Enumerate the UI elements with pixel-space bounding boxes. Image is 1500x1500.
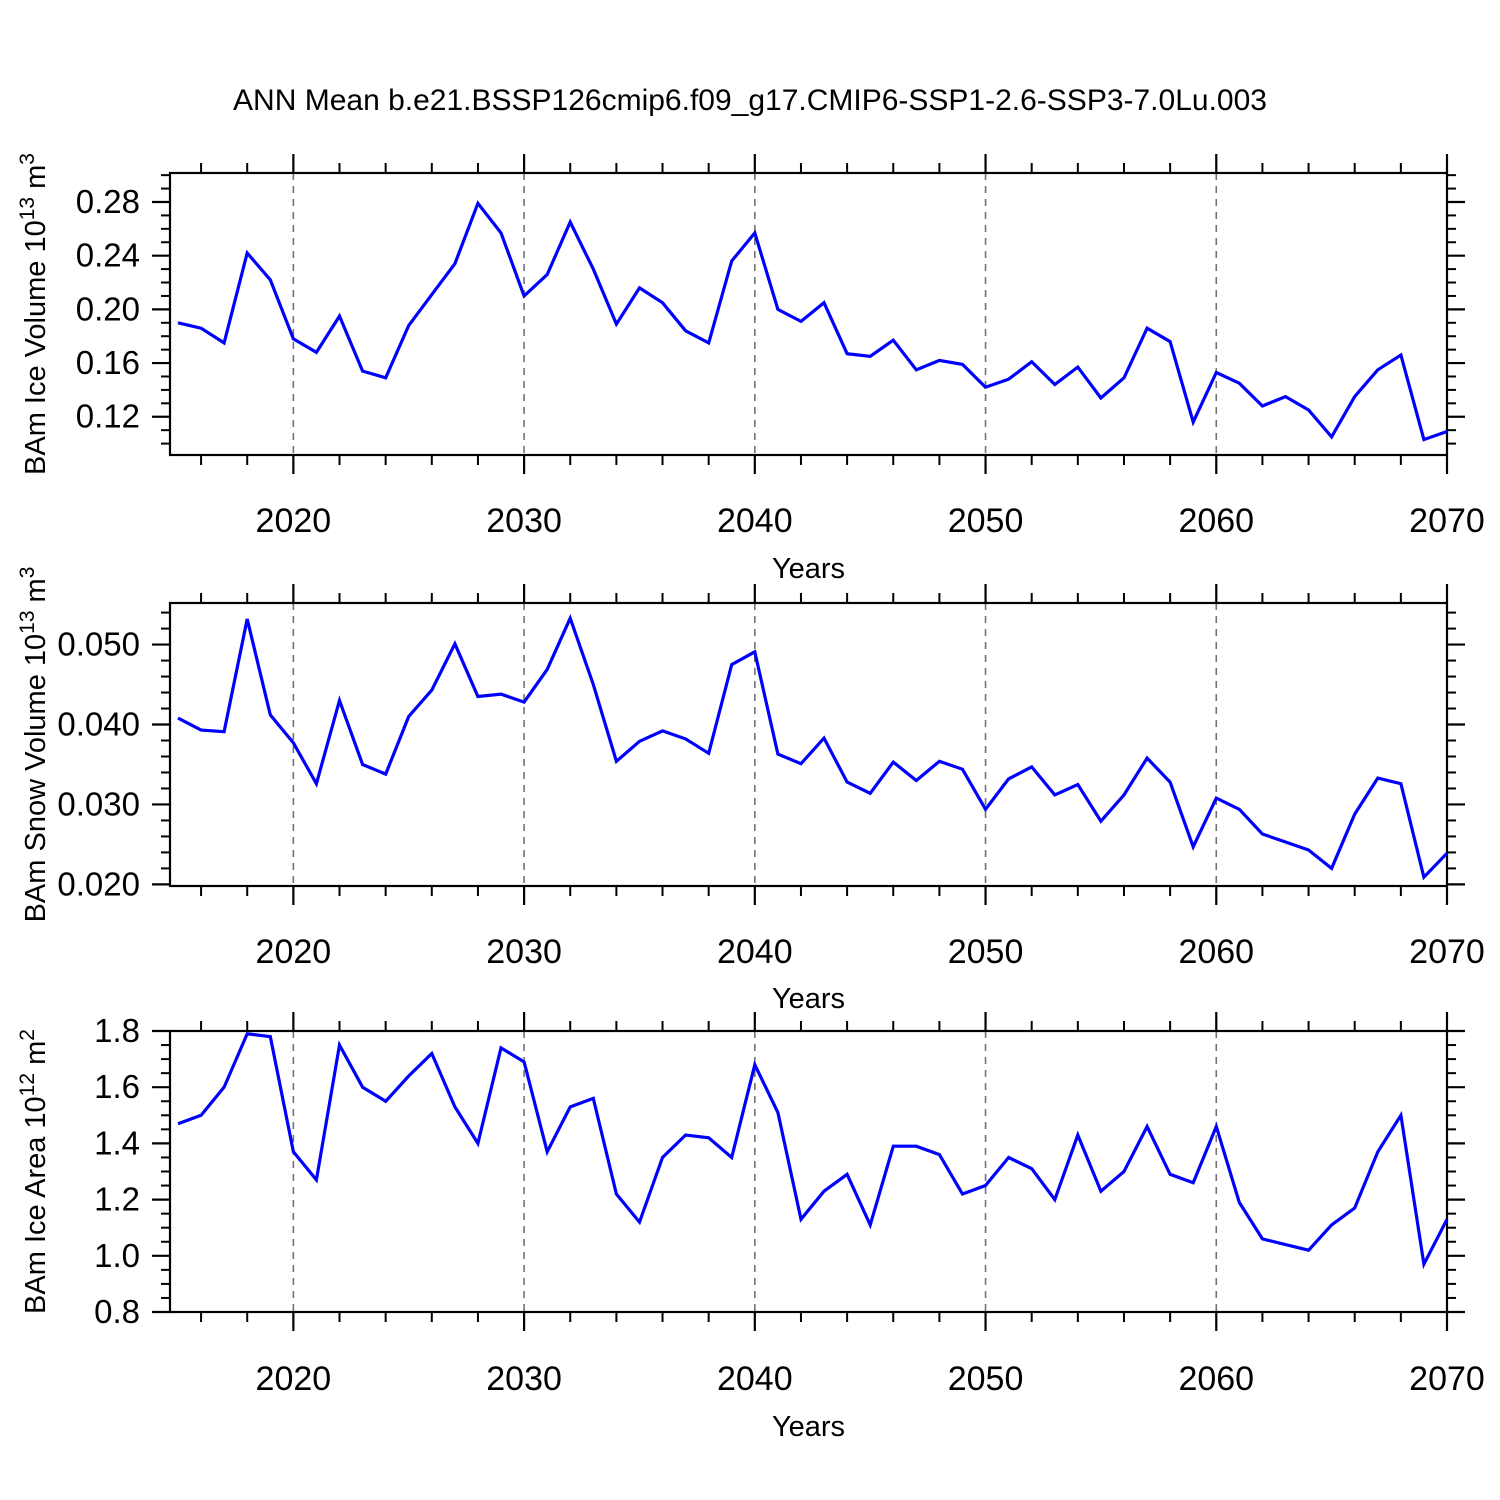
x-axis-title: Years	[772, 553, 845, 585]
x-tick-label: 2050	[948, 502, 1024, 540]
y-axis-title: BAm Ice Area 1012 m2	[16, 1029, 52, 1314]
panel-border	[168, 1029, 1449, 1314]
y-tick-label: 0.20	[76, 290, 140, 327]
y-tick-label: 0.050	[57, 626, 140, 663]
x-tick-label: 2040	[717, 502, 793, 540]
y-tick-label: 0.12	[76, 398, 140, 435]
y-tick-label: 0.28	[76, 183, 140, 220]
x-tick-label: 2040	[717, 933, 793, 971]
x-tick-label: 2030	[486, 1360, 562, 1398]
series-line-bam-ice-area	[177, 1032, 1449, 1270]
x-tick-label: 2020	[256, 933, 332, 971]
x-tick-label: 2060	[1178, 933, 1254, 971]
panel-border	[168, 601, 1449, 888]
x-tick-label: 2020	[256, 1360, 332, 1398]
x-tick-label: 2070	[1409, 502, 1485, 540]
series-line-bam-ice-volume	[177, 200, 1448, 442]
x-tick-label: 2040	[717, 1360, 793, 1398]
y-tick-label: 1.0	[94, 1237, 140, 1274]
x-tick-label: 2050	[948, 1360, 1024, 1398]
panel-bam-ice-volume: 0.28 0.24 0.20 0.16 0.12 2020 2030 2040 2050 2060…	[16, 153, 1485, 585]
panel-bam-ice-area: 1.8 1.6 1.4 1.2 1.0 0.8 2020 2030 2040 2050 2060 20…	[16, 1012, 1485, 1443]
y-axis-title: BAm Ice Volume 1013 m3	[16, 153, 52, 475]
panel-border	[168, 171, 1449, 457]
x-tick-label: 2060	[1178, 502, 1254, 540]
x-tick-label: 2030	[486, 933, 562, 971]
x-axis-title: Years	[772, 983, 845, 1015]
y-tick-label: 1.4	[94, 1124, 140, 1161]
x-tick-label: 2050	[948, 933, 1024, 971]
y-tick-label: 1.8	[94, 1012, 140, 1049]
y-tick-label: 0.16	[76, 344, 140, 381]
x-tick-label: 2020	[256, 502, 332, 540]
y-tick-label: 0.24	[76, 237, 140, 274]
y-tick-label: 1.6	[94, 1068, 140, 1105]
y-axis-title: BAm Snow Volume 1013 m3	[16, 567, 52, 923]
y-tick-label: 0.030	[57, 785, 140, 822]
x-tick-label: 2060	[1178, 1360, 1254, 1398]
chart-title: ANN Mean b.e21.BSSP126cmip6.f09_g17.CMIP…	[233, 84, 1267, 117]
x-tick-label: 2030	[486, 502, 562, 540]
y-tick-label: 1.2	[94, 1181, 140, 1218]
series-line-bam-snow-volume	[177, 613, 1449, 881]
x-axis-title: Years	[772, 1411, 845, 1443]
x-tick-label: 2070	[1409, 1360, 1485, 1398]
x-tick-label: 2070	[1409, 933, 1485, 971]
y-tick-label: 0.040	[57, 706, 140, 743]
panel-bam-snow-volume: 0.050 0.040 0.030 0.020 2020 2030 2040 2050 2060…	[16, 567, 1485, 1015]
y-tick-label: 0.8	[94, 1293, 140, 1330]
y-tick-label: 0.020	[57, 865, 140, 902]
